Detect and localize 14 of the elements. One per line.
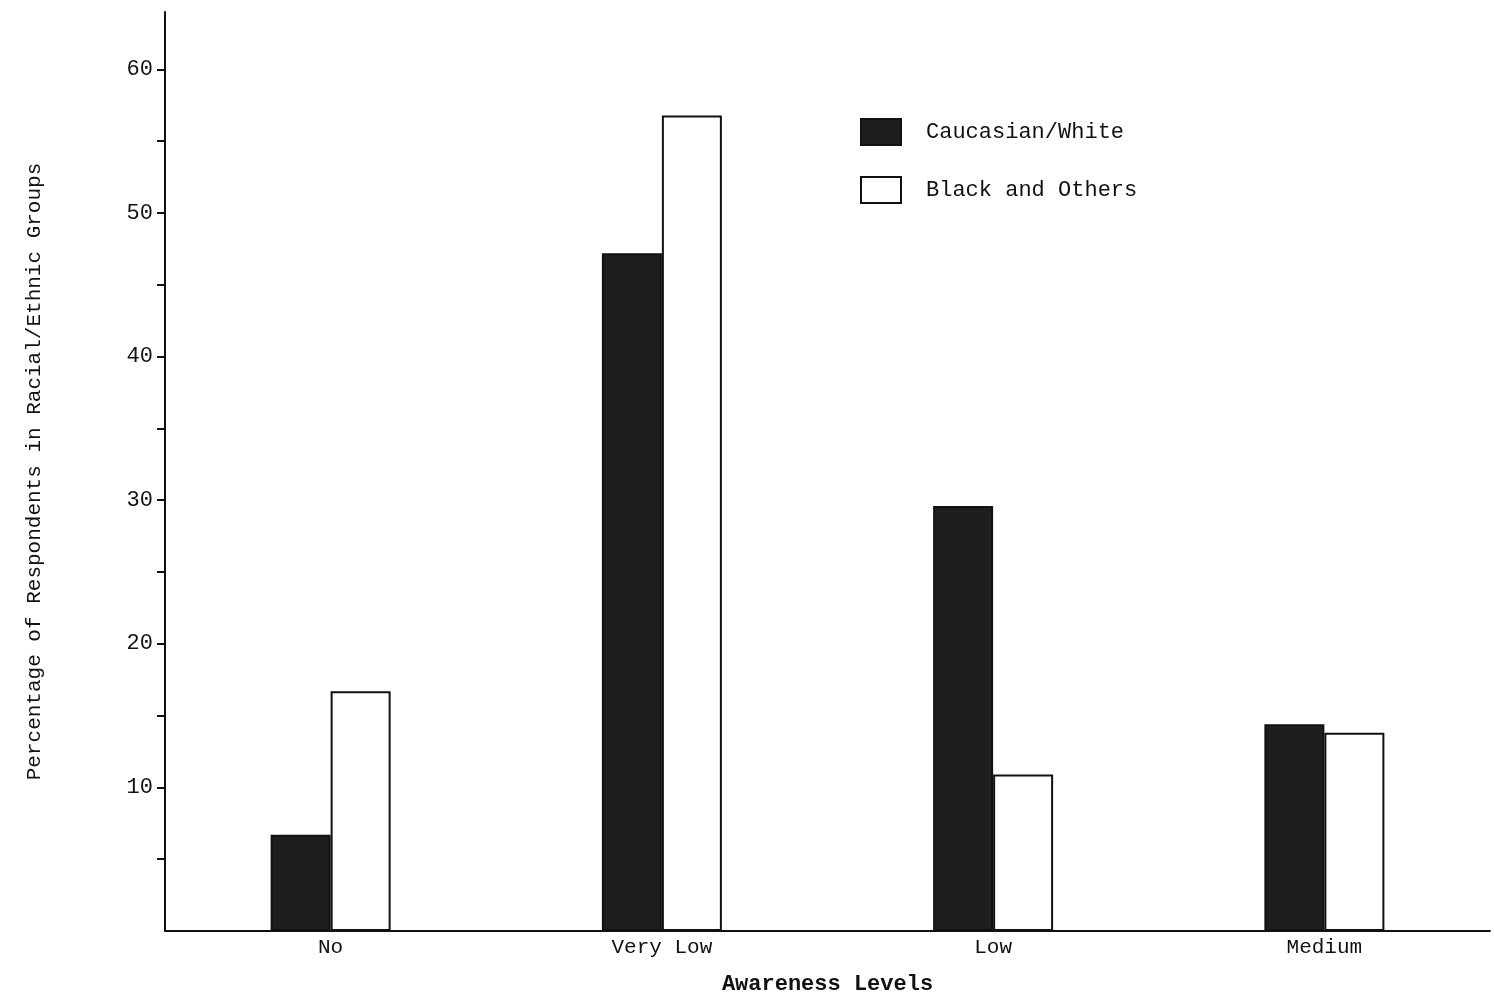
x-tick-label: Low — [974, 936, 1013, 959]
x-tick-label: Medium — [1286, 936, 1363, 959]
x-tick-label: Very Low — [611, 936, 713, 959]
y-axis-title: Percentage of Respondents in Racial/Ethnic Groups — [23, 162, 46, 781]
y-tick-label: 50 — [126, 200, 153, 226]
y-tick-label: 10 — [126, 774, 153, 800]
legend-label: Caucasian/White — [926, 119, 1125, 145]
x-axis-title: Awareness Levels — [721, 971, 934, 997]
y-tick-label: 20 — [126, 631, 153, 657]
y-tick-label: 30 — [126, 487, 153, 513]
x-tick-label: No — [318, 936, 344, 959]
y-tick-label: 40 — [126, 344, 153, 370]
legend-label: Black and Others — [926, 177, 1138, 203]
y-tick-label: 60 — [126, 56, 153, 82]
